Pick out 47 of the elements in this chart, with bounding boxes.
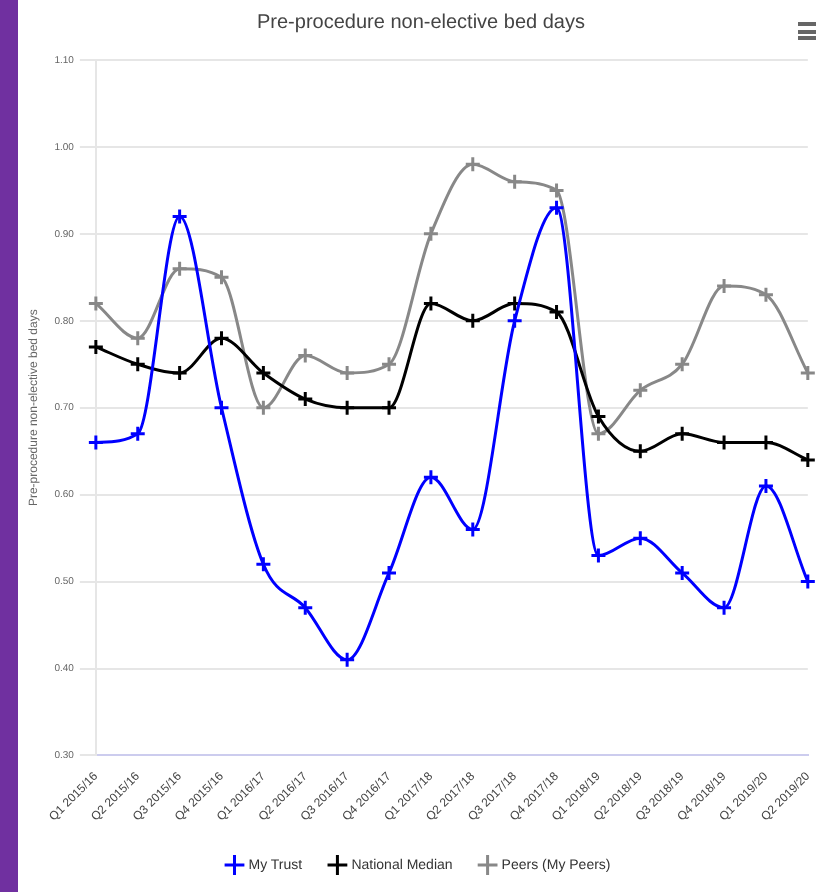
point: [715, 599, 733, 617]
point: [129, 425, 147, 443]
point: [673, 355, 691, 373]
point: [338, 651, 356, 669]
point: [213, 399, 230, 417]
chart-title: Pre-procedure non-elective bed days: [255, 12, 587, 34]
point: [129, 329, 147, 347]
point: [506, 312, 524, 330]
point: [380, 355, 398, 373]
point: [254, 364, 272, 382]
point: [673, 564, 691, 582]
point: [631, 442, 649, 460]
point: [213, 268, 230, 286]
point: [296, 599, 314, 617]
point: [464, 520, 482, 538]
point: [631, 529, 649, 547]
point: [129, 355, 147, 373]
point: [422, 468, 440, 486]
point: [548, 181, 566, 199]
point: [631, 381, 649, 399]
point: [548, 199, 566, 217]
point: [171, 364, 189, 382]
point: [296, 347, 314, 365]
point: [422, 225, 440, 243]
point: [422, 294, 440, 312]
point: [589, 547, 607, 565]
point: [673, 425, 691, 443]
point: [338, 399, 356, 417]
point: [254, 399, 272, 417]
point: [589, 425, 607, 443]
point: [548, 303, 566, 321]
point: [464, 312, 482, 330]
point: [506, 294, 524, 312]
point: [338, 364, 356, 382]
point: [715, 277, 733, 295]
point: [757, 477, 775, 495]
point: [380, 399, 398, 417]
point: [213, 329, 230, 347]
point: [589, 407, 607, 425]
point: [464, 155, 482, 173]
point: [757, 286, 775, 304]
point: [296, 390, 314, 408]
point: [171, 260, 189, 278]
point: [171, 207, 189, 225]
point: [380, 564, 398, 582]
point: [506, 173, 524, 191]
point: [254, 555, 272, 573]
